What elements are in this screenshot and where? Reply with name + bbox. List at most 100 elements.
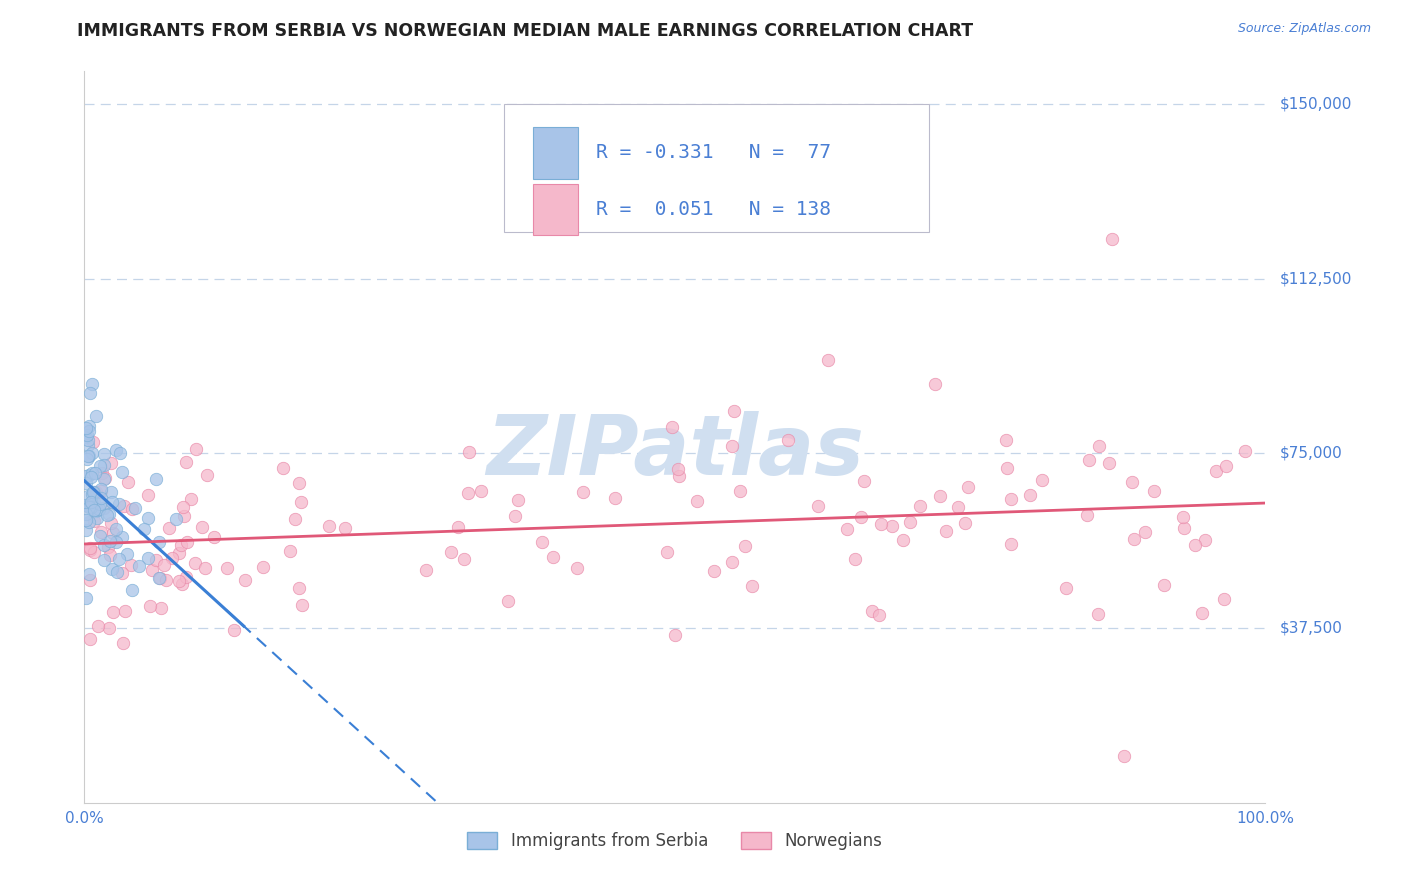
Point [882, 519, 904, 533]
Point [730, 483, 752, 498]
Point [1122, 532, 1144, 546]
Point [80, 446, 103, 460]
Point [457, 486, 479, 500]
Point [1234, 444, 1257, 458]
Point [93, 553, 115, 567]
Point [853, 474, 876, 488]
Point [112, 499, 135, 513]
Point [148, 571, 170, 585]
Point [90, 491, 112, 505]
Point [946, 500, 969, 514]
Point [1171, 509, 1194, 524]
Point [1101, 232, 1123, 246]
Point [96, 508, 118, 522]
Point [79, 543, 101, 558]
Point [217, 561, 239, 575]
Point [98, 549, 121, 563]
Point [80, 494, 103, 508]
Point [565, 561, 588, 575]
Point [333, 521, 356, 535]
Point [202, 531, 225, 545]
Text: ZIPatlas: ZIPatlas [486, 411, 863, 492]
Point [76, 437, 98, 451]
Point [93, 472, 115, 486]
Point [75, 508, 97, 522]
Point [222, 623, 245, 637]
Point [1098, 456, 1121, 470]
Point [90, 483, 112, 498]
Point [957, 480, 980, 494]
Point [458, 445, 481, 459]
Point [86, 503, 108, 517]
Point [776, 433, 799, 447]
Point [79, 632, 101, 647]
Point [1078, 453, 1101, 467]
Point [77, 516, 100, 530]
Point [83, 495, 105, 509]
Point [93, 538, 115, 552]
Point [90, 524, 112, 539]
Point [87, 501, 110, 516]
Point [77, 419, 100, 434]
Point [453, 552, 475, 566]
Point [994, 433, 1017, 447]
Point [115, 547, 138, 561]
Point [114, 603, 136, 617]
Point [75, 513, 97, 527]
Point [138, 488, 160, 502]
Point [152, 558, 174, 573]
Point [1000, 491, 1022, 506]
Point [97, 507, 120, 521]
Point [1054, 581, 1077, 595]
Point [837, 522, 859, 536]
Point [657, 545, 679, 559]
Point [1076, 508, 1098, 523]
Point [953, 516, 976, 530]
Point [194, 561, 217, 575]
Point [93, 458, 115, 472]
Point [935, 524, 957, 539]
Point [661, 419, 683, 434]
Point [89, 497, 111, 511]
Point [80, 498, 103, 512]
Point [860, 604, 883, 618]
Point [75, 476, 97, 491]
Point [75, 421, 97, 435]
Point [132, 522, 155, 536]
Point [110, 446, 132, 460]
Point [75, 498, 97, 512]
Text: Source: ZipAtlas.com: Source: ZipAtlas.com [1237, 22, 1371, 36]
Point [93, 447, 115, 461]
Point [149, 601, 172, 615]
Point [291, 598, 314, 612]
Point [870, 516, 893, 531]
Point [155, 573, 177, 587]
Point [1215, 458, 1237, 473]
Point [101, 562, 124, 576]
Point [1121, 475, 1143, 490]
Point [157, 521, 180, 535]
Point [180, 491, 202, 506]
Point [79, 574, 101, 588]
Point [86, 504, 108, 518]
Point [280, 543, 302, 558]
Point [1143, 484, 1166, 499]
Point [86, 510, 108, 524]
Point [75, 430, 97, 444]
Point [174, 570, 197, 584]
Point [166, 512, 188, 526]
Point [77, 500, 100, 515]
Point [1191, 607, 1213, 621]
Point [1112, 749, 1135, 764]
Point [104, 522, 127, 536]
Point [572, 485, 595, 500]
Point [703, 564, 725, 578]
Point [868, 608, 890, 623]
Point [908, 499, 931, 513]
Point [83, 514, 105, 528]
Point [93, 501, 115, 516]
Point [80, 500, 103, 515]
Point [170, 538, 193, 552]
Point [77, 434, 100, 448]
Point [734, 540, 756, 554]
